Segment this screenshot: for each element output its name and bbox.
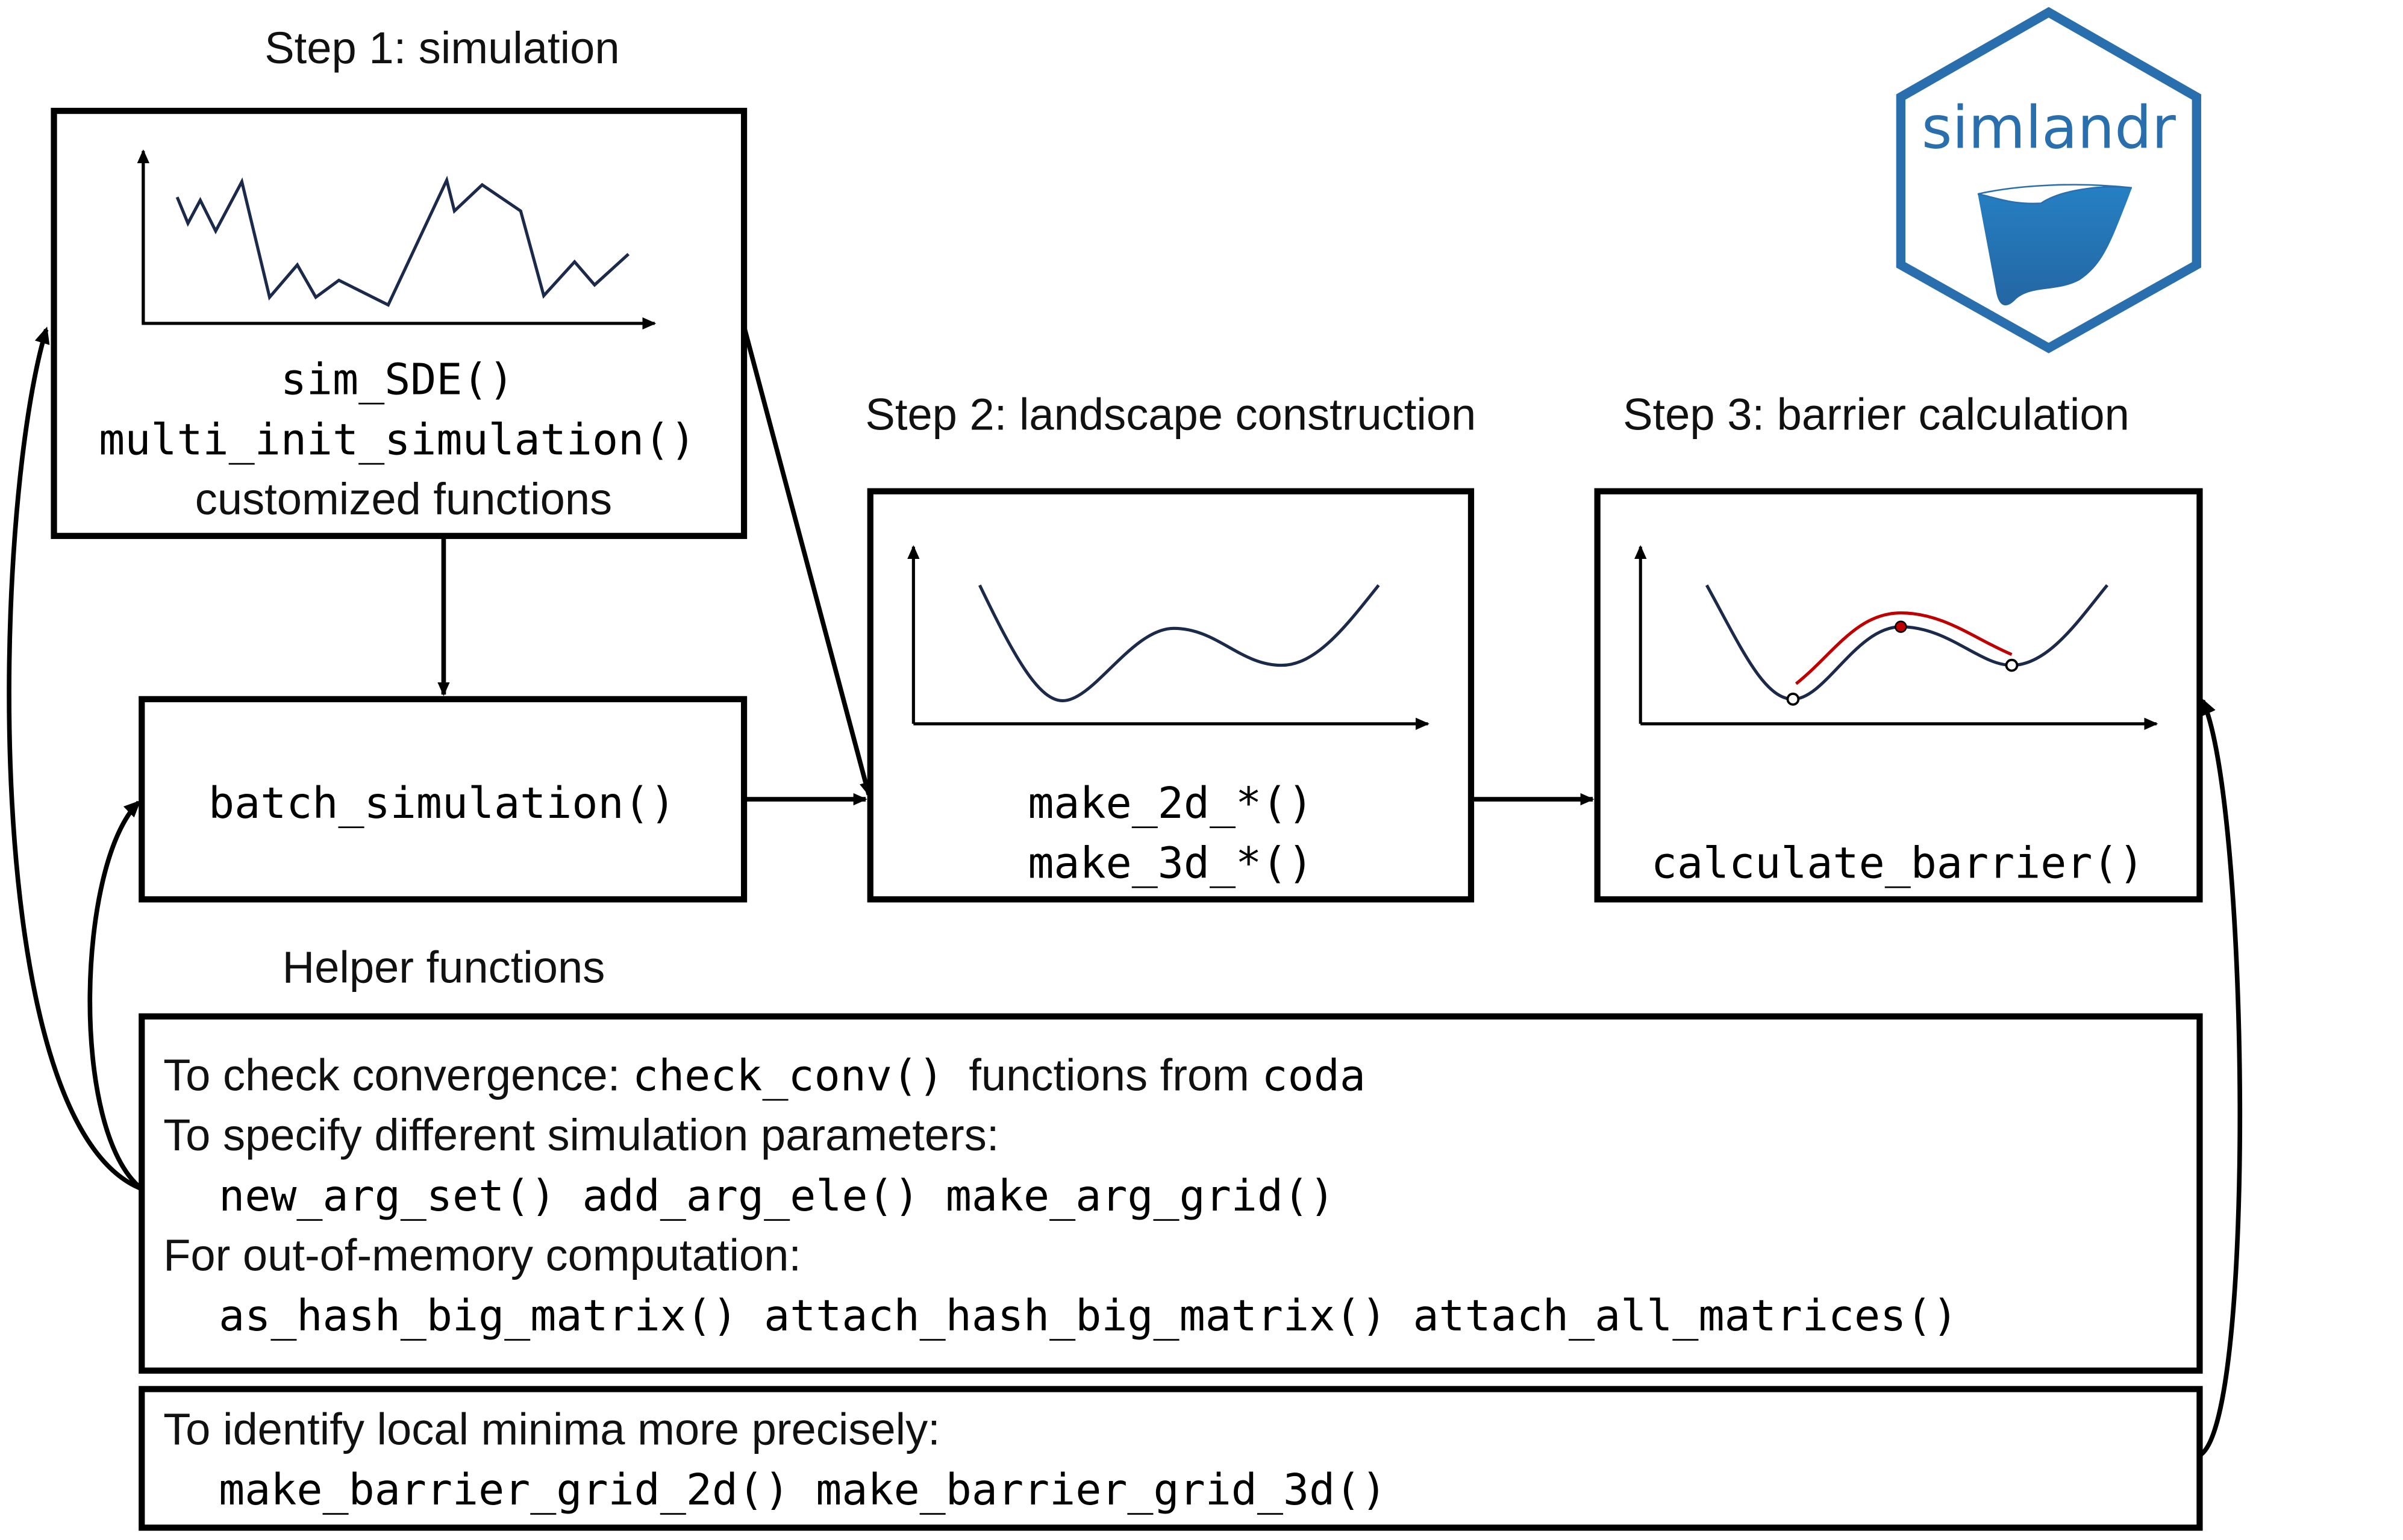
params-functions: new_arg_set() add_arg_ele() make_arg_gri… bbox=[219, 1171, 1335, 1221]
barrier-box bbox=[1594, 488, 2203, 903]
sim-sde-function: sim_SDE() bbox=[281, 355, 514, 405]
arrow-minima-to-barrier bbox=[2198, 697, 2243, 1457]
coda-package: coda bbox=[1262, 1050, 1366, 1100]
make-3d-function: make_3d_*() bbox=[1028, 838, 1313, 888]
landscape-box bbox=[867, 488, 1475, 903]
params-label: To specify different simulation paramete… bbox=[163, 1110, 999, 1160]
time-series-sketch bbox=[137, 149, 657, 330]
simulation-box bbox=[51, 107, 748, 539]
landscape-curve-sketch bbox=[907, 545, 1430, 731]
minima-functions: make_barrier_grid_2d() make_barrier_grid… bbox=[219, 1465, 1387, 1515]
minima-box bbox=[139, 1386, 2203, 1531]
minimum-point bbox=[2005, 658, 2019, 672]
saddle-point bbox=[1895, 620, 1907, 633]
barrier-curve-sketch bbox=[1634, 545, 2158, 731]
arrow-helper-to-batch bbox=[87, 800, 143, 1191]
memory-functions: as_hash_big_matrix() attach_hash_big_mat… bbox=[219, 1291, 1958, 1341]
customized-functions-label: customized functions bbox=[195, 474, 612, 524]
minimum-point bbox=[1786, 693, 1800, 706]
arrow-helper-to-simulation bbox=[7, 326, 143, 1191]
calculate-barrier-function: calculate_barrier() bbox=[1651, 838, 2145, 888]
check-conv-function: check_conv() bbox=[633, 1050, 944, 1100]
convergence-line: To check convergence: check_conv() funct… bbox=[163, 1050, 1366, 1100]
multi-init-simulation-function: multi_init_simulation() bbox=[99, 414, 696, 464]
step2-title: Step 2: landscape construction bbox=[865, 389, 1476, 439]
simlandr-logo: simlandr bbox=[1896, 7, 2201, 354]
convergence-label: To check convergence: bbox=[163, 1050, 633, 1100]
helper-box bbox=[139, 1013, 2203, 1374]
arrow-sim-to-landscape bbox=[742, 326, 872, 796]
batch-simulation-function: batch_simulation() bbox=[208, 778, 676, 828]
minima-label: To identify local minima more precisely: bbox=[163, 1404, 940, 1454]
step1-title: Step 1: simulation bbox=[264, 23, 619, 73]
convergence-mid: functions from bbox=[944, 1050, 1261, 1100]
helper-functions-title: Helper functions bbox=[283, 942, 605, 992]
logo-text: simlandr bbox=[1922, 93, 2176, 161]
make-2d-function: make_2d_*() bbox=[1028, 778, 1313, 828]
step3-title: Step 3: barrier calculation bbox=[1623, 389, 2130, 439]
memory-label: For out-of-memory computation: bbox=[163, 1230, 801, 1280]
